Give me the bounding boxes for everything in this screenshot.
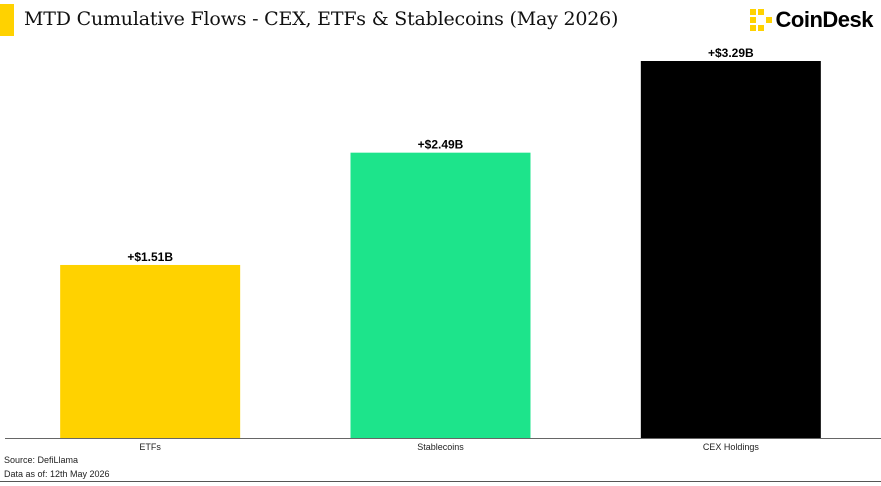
bar-stablecoins	[350, 152, 531, 438]
bar-chart: +$1.51B ETFs +$2.49B Stablecoins +$3.29B CEX …	[5, 46, 881, 452]
x-tick-label: ETFs	[139, 442, 161, 452]
coindesk-logo: CoinDesk	[749, 7, 874, 32]
chart-title: MTD Cumulative Flows - CEX, ETFs & Stabl…	[24, 8, 619, 30]
bar-cex-holdings	[640, 61, 821, 438]
data-label: +$1.51B	[127, 250, 173, 264]
title-accent-bar	[0, 4, 14, 36]
x-tick-label: CEX Holdings	[703, 442, 760, 452]
bar-etfs	[60, 264, 241, 438]
data-label: +$3.29B	[708, 46, 754, 60]
source-note: Source: DefiLlama	[4, 455, 79, 465]
data-label: +$2.49B	[418, 138, 464, 152]
coindesk-logo-icon	[749, 9, 772, 31]
coindesk-logo-text: CoinDesk	[775, 7, 874, 32]
data-as-of-note: Data as of: 12th May 2026	[4, 469, 110, 479]
footer-divider	[0, 481, 881, 482]
x-tick-label: Stablecoins	[417, 442, 464, 452]
